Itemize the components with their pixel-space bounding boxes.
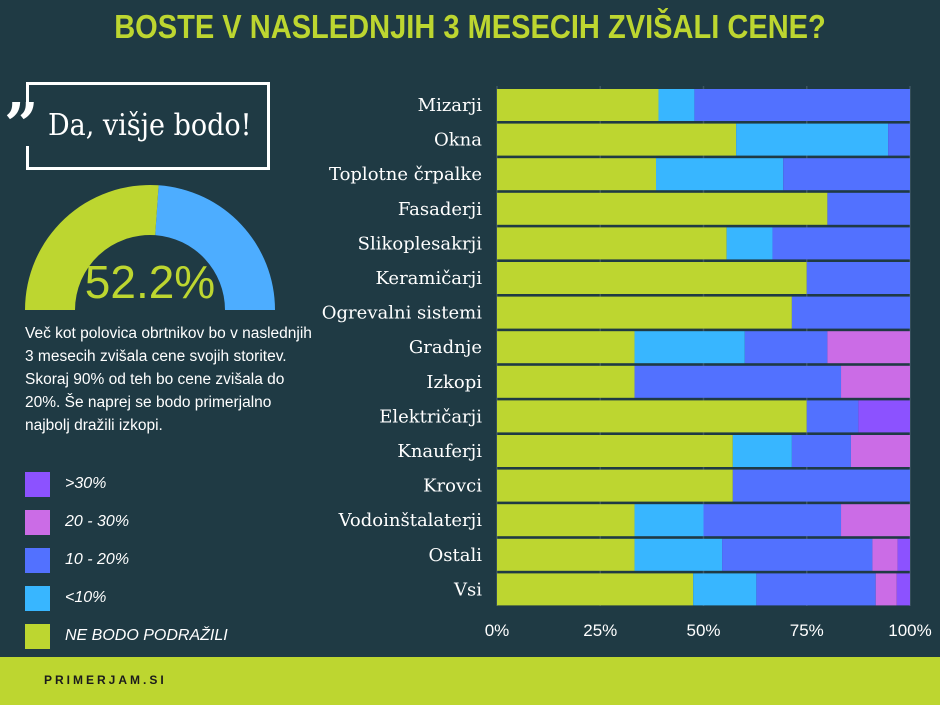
bar-segment bbox=[497, 192, 828, 225]
bar-segment bbox=[806, 262, 910, 294]
bar-segment bbox=[497, 400, 807, 433]
bar-segment bbox=[497, 365, 635, 398]
bar-segment bbox=[497, 89, 659, 121]
bar-segment bbox=[872, 538, 898, 571]
bar-segment bbox=[497, 331, 635, 364]
bar-segment bbox=[658, 89, 695, 121]
bar-segment bbox=[656, 158, 784, 191]
bar-segment bbox=[726, 227, 773, 260]
footer-brand: PRIMERJAM.SI bbox=[44, 673, 167, 687]
category-label: Izkopi bbox=[426, 372, 482, 393]
bar-segment bbox=[634, 538, 723, 571]
bar-segment bbox=[693, 573, 757, 606]
bar-segment bbox=[791, 296, 910, 329]
legend-swatch bbox=[25, 623, 50, 649]
bar-segment bbox=[497, 538, 635, 571]
bar-segment bbox=[497, 262, 807, 294]
bar-segment bbox=[703, 504, 842, 537]
bar-segment bbox=[497, 123, 737, 156]
legend-item: NE BODO PODRAŽILI bbox=[25, 617, 228, 655]
bar-segment bbox=[744, 331, 828, 364]
bar-segment bbox=[497, 227, 727, 260]
gauge-value: 52.2% bbox=[84, 256, 216, 308]
category-label: Toplotne črpalke bbox=[329, 164, 482, 185]
bar-segment bbox=[736, 123, 889, 156]
bar-segment bbox=[806, 400, 859, 433]
legend-label: 10 - 20% bbox=[65, 551, 130, 568]
category-label: Slikoplesakrji bbox=[358, 233, 483, 254]
legend-swatch bbox=[25, 509, 50, 535]
page-title: BOSTE V NASLEDNJIH 3 MESECIH ZVIŠALI CEN… bbox=[114, 8, 826, 45]
bar-segment bbox=[694, 89, 910, 121]
category-label: Mizarji bbox=[418, 95, 483, 116]
x-tick-label: 100% bbox=[888, 621, 931, 640]
legend-label: <10% bbox=[65, 589, 107, 606]
x-tick-label: 75% bbox=[790, 621, 824, 640]
category-label: Krovci bbox=[423, 476, 482, 497]
legend-swatch bbox=[25, 585, 50, 611]
legend-label: 20 - 30% bbox=[65, 513, 130, 530]
category-label: Vsi bbox=[453, 579, 482, 600]
legend-item: <10% bbox=[25, 579, 228, 617]
x-tick-label: 25% bbox=[583, 621, 617, 640]
bar-segment bbox=[783, 158, 910, 191]
bar-segment bbox=[841, 365, 910, 398]
bar-segment bbox=[497, 573, 694, 606]
bar-segment bbox=[858, 400, 910, 433]
bar-segment bbox=[772, 227, 910, 260]
bar-segment bbox=[875, 573, 897, 606]
legend: >30% 20 - 30% 10 - 20% <10% NE BODO PODRAŽIL… bbox=[25, 465, 228, 655]
description: Več kot polovica obrtnikov bo v naslednj… bbox=[25, 325, 312, 434]
category-label: Okna bbox=[434, 130, 482, 151]
bar-segment bbox=[896, 573, 910, 606]
bar-segment bbox=[497, 158, 657, 191]
legend-swatch bbox=[25, 547, 50, 573]
quote-text: Da, višje bodo! bbox=[48, 108, 252, 143]
bar-segment bbox=[888, 123, 910, 156]
category-label: Fasaderji bbox=[398, 199, 482, 220]
bar-segment bbox=[497, 504, 635, 537]
bar-segment bbox=[634, 504, 704, 537]
bar-segment bbox=[722, 538, 873, 571]
category-label: Ostali bbox=[429, 545, 483, 566]
category-label: Ogrevalni sistemi bbox=[322, 303, 482, 324]
category-label: Keramičarji bbox=[375, 268, 482, 289]
bar-segment bbox=[897, 538, 910, 571]
category-label: Knauferji bbox=[397, 441, 482, 462]
legend-item: 20 - 30% bbox=[25, 503, 228, 541]
bar-segment bbox=[791, 435, 851, 467]
x-tick-label: 50% bbox=[686, 621, 720, 640]
bar-segment bbox=[732, 469, 910, 502]
bar-segment bbox=[634, 365, 842, 398]
bar-segment bbox=[756, 573, 876, 606]
footer: PRIMERJAM.SI bbox=[0, 657, 940, 705]
quote-icon: ” bbox=[4, 91, 39, 161]
gauge bbox=[25, 185, 275, 310]
bar-segment bbox=[827, 192, 910, 225]
bar-segment bbox=[497, 296, 792, 329]
x-tick-label: 0% bbox=[485, 621, 510, 640]
bar-segment bbox=[634, 331, 745, 364]
legend-label: NE BODO PODRAŽILI bbox=[65, 627, 228, 644]
legend-item: >30% bbox=[25, 465, 228, 503]
category-label: Električarji bbox=[379, 406, 482, 427]
category-label: Vodoinštalaterji bbox=[338, 510, 483, 531]
gauge-rest-arc bbox=[155, 185, 275, 310]
bar-segment bbox=[850, 435, 910, 467]
bar-segment bbox=[497, 435, 733, 467]
legend-item: 10 - 20% bbox=[25, 541, 228, 579]
bar-segment bbox=[841, 504, 910, 537]
bar-segment bbox=[732, 435, 792, 467]
gauge-filled-arc bbox=[25, 185, 159, 310]
bar-segment bbox=[827, 331, 910, 364]
category-label: Gradnje bbox=[409, 337, 482, 358]
legend-swatch bbox=[25, 471, 50, 497]
bar-segment bbox=[497, 469, 733, 502]
legend-label: >30% bbox=[65, 475, 107, 492]
